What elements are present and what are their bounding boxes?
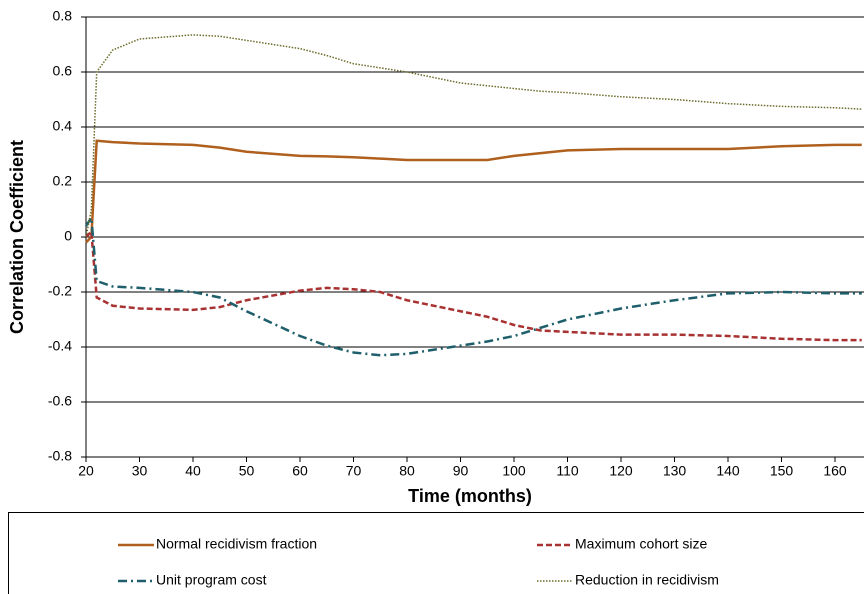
x-tick-label: 80 [399,463,415,479]
y-tick-label: 0.4 [53,118,73,134]
x-tick-label: 40 [185,463,201,479]
legend-label: Unit program cost [156,572,267,588]
y-tick-label: -0.2 [48,283,72,299]
x-tick-label: 160 [823,463,847,479]
x-axis-title: Time (months) [408,486,532,506]
x-tick-label: 90 [453,463,469,479]
series-line [85,139,862,244]
y-tick-label: -0.4 [48,338,72,354]
y-tick-label: 0.8 [53,8,73,24]
x-tick-label: 130 [663,463,687,479]
series-line [84,214,862,357]
legend-label: Normal recidivism fraction [156,536,317,552]
x-tick-label: 120 [609,463,633,479]
legend-box [8,512,864,594]
y-tick-label: 0.2 [53,173,73,189]
x-tick-label: 70 [346,463,362,479]
x-tick-label: 110 [556,463,579,479]
x-tick-label: 140 [716,463,740,479]
x-tick-label: 30 [132,463,148,479]
y-tick-label: -0.6 [48,393,72,409]
x-tick-label: 60 [292,463,308,479]
y-axis-title: Correlation Coefficient [7,140,27,334]
y-tick-label: -0.8 [48,448,72,464]
y-tick-label: 0 [64,228,72,244]
x-tick-label: 50 [239,463,255,479]
x-tick-label: 150 [770,463,794,479]
x-tick-label: 100 [502,463,526,479]
series-line [85,228,862,342]
legend-label: Maximum cohort size [575,536,707,552]
y-tick-label: 0.6 [53,63,73,79]
series-line [85,34,862,238]
x-tick-label: 20 [78,463,94,479]
legend-label: Reduction in recidivism [575,572,719,588]
